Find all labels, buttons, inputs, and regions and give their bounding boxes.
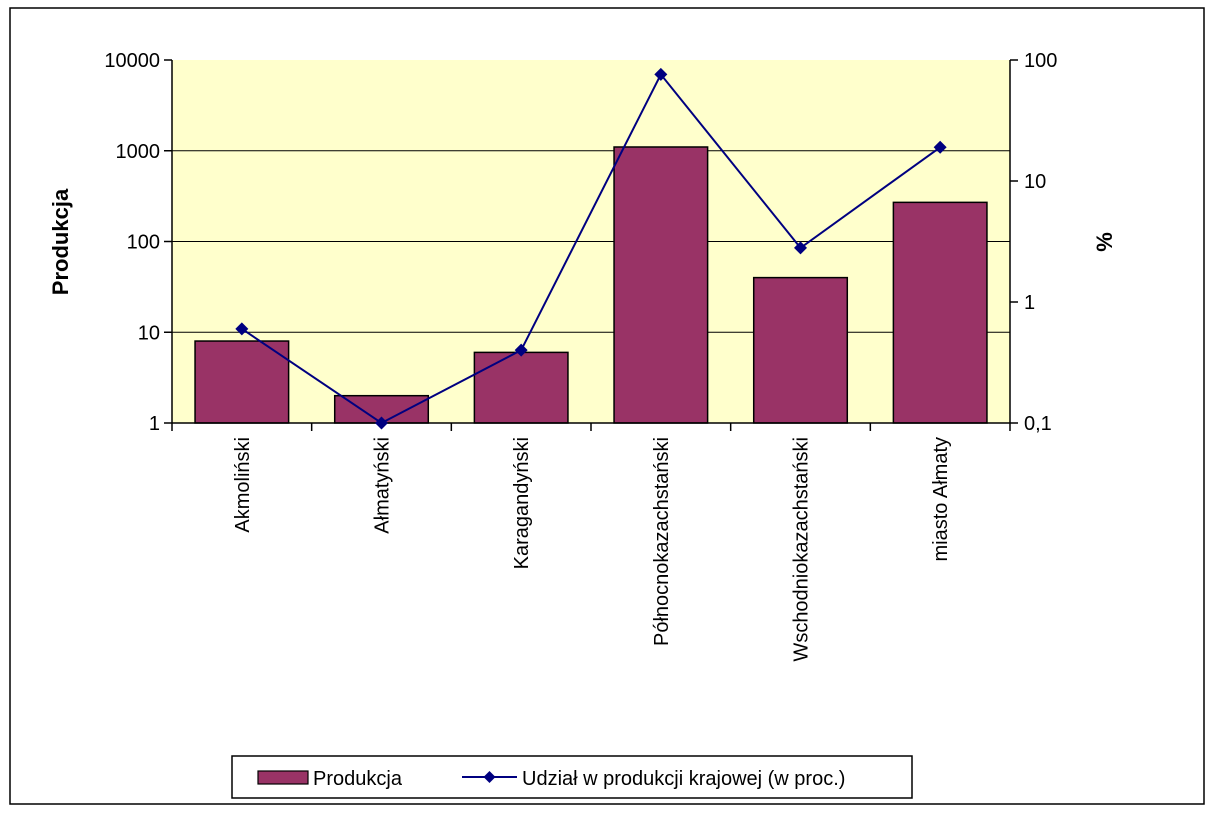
line-series (235, 67, 947, 430)
x-tick-label: Karagandyński (511, 437, 533, 569)
line-point (235, 322, 249, 336)
gridlines (172, 150, 1010, 333)
line-point (654, 67, 668, 81)
x-tick-label: miasto Ałmaty (930, 437, 952, 561)
bar (194, 340, 290, 424)
y-tick-label: 1 (149, 413, 160, 435)
x-tick-label: Północnokazachstański (651, 437, 673, 646)
y-tick-label: 100 (127, 232, 160, 254)
legend: Produkcja Udział w produkcji krajowej (w… (231, 755, 913, 799)
legend-label-line: Udział w produkcji krajowej (w proc.) (522, 768, 845, 790)
bar (613, 146, 709, 424)
y2-tick-label: 10 (1024, 171, 1046, 193)
bar (473, 351, 569, 424)
tick-labels: 1 10 100 1000 10000 0,1 1 10 100 Akmoliński Ałmaty… (104, 50, 1057, 662)
line-point (514, 343, 528, 357)
x-tick-label: Ałmatyński (372, 437, 394, 534)
y-tick-label: 1000 (116, 141, 161, 163)
x-tick-label: Akmoliński (232, 437, 254, 533)
line-point (794, 241, 807, 255)
legend-box (231, 755, 913, 799)
series-line (241, 72, 941, 425)
y2-tick-label: 100 (1024, 50, 1057, 72)
y-axis-title: Produkcja (48, 188, 73, 295)
legend-label-bar: Produkcja (313, 768, 403, 790)
bar (752, 276, 849, 424)
line-point (933, 140, 947, 154)
y-tick-label: 10 (138, 322, 160, 344)
legend-marker (483, 771, 496, 783)
line-point (375, 416, 388, 430)
y2-axis-title: % (1092, 232, 1117, 252)
legend-swatch-bar (257, 770, 309, 785)
axes (164, 59, 1018, 431)
y2-tick-label: 0,1 (1024, 413, 1052, 435)
y2-tick-label: 1 (1024, 292, 1035, 314)
bar (892, 201, 988, 424)
x-tick-label: Wschodniokazachstański (791, 437, 813, 662)
y-tick-label: 10000 (104, 50, 160, 72)
